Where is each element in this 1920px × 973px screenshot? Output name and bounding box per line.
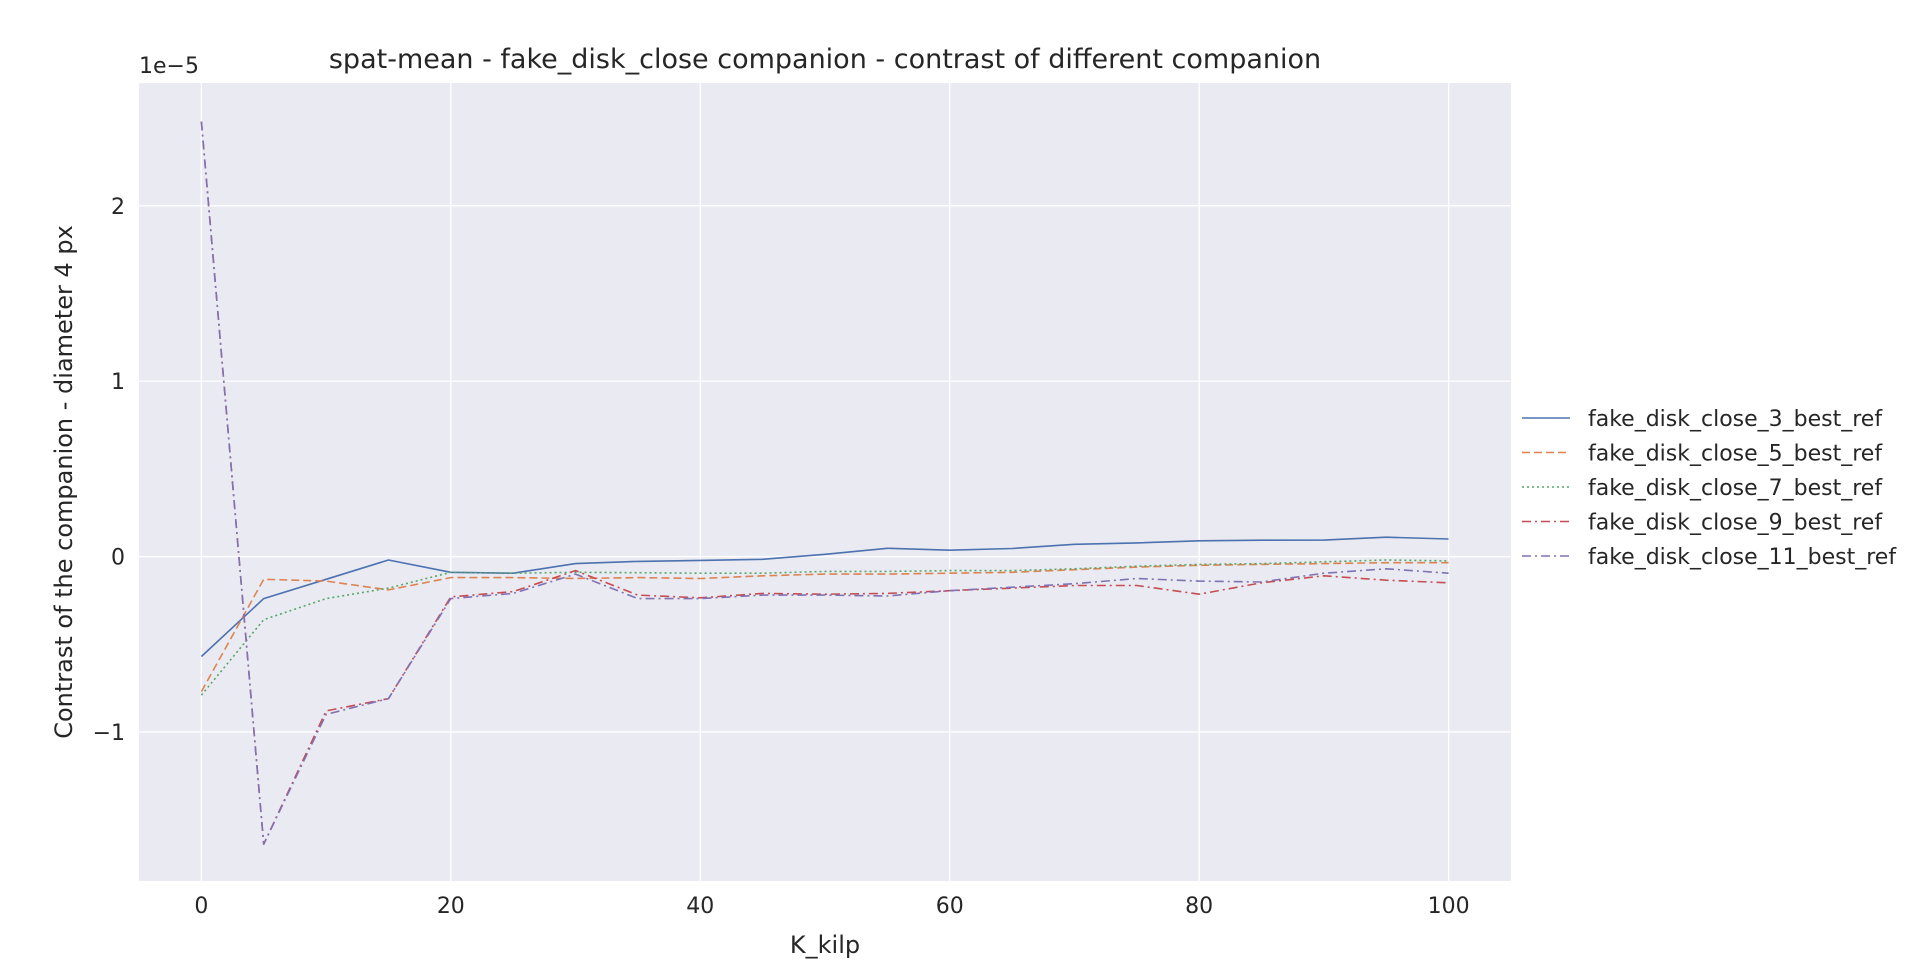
x-axis-ticks: 0 20 40 60 80 100 <box>194 894 1469 919</box>
y-axis-offset-label: 1e−5 <box>139 54 199 79</box>
series-line <box>200 536 1449 658</box>
gridlines <box>139 83 1511 881</box>
y-tick-label: −1 <box>93 721 125 746</box>
x-tick-label: 80 <box>1185 894 1213 919</box>
series-line <box>200 121 1449 846</box>
series-lines <box>200 121 1449 846</box>
series-line <box>200 559 1449 696</box>
legend-entry: fake_disk_close_9_best_ref <box>1588 511 1883 536</box>
legend-entry: fake_disk_close_3_best_ref <box>1588 407 1883 432</box>
y-axis-ticks: −1 0 1 2 <box>93 195 125 746</box>
plot-area <box>139 83 1511 881</box>
x-tick-label: 0 <box>194 894 208 919</box>
y-tick-label: 1 <box>111 370 125 395</box>
y-axis-label: Contrast of the companion - diameter 4 p… <box>50 225 78 739</box>
series-line <box>200 561 1449 692</box>
legend-entry: fake_disk_close_7_best_ref <box>1588 476 1883 501</box>
x-tick-label: 60 <box>936 894 964 919</box>
x-tick-label: 100 <box>1428 894 1470 919</box>
x-tick-label: 40 <box>686 894 714 919</box>
legend-entry: fake_disk_close_11_best_ref <box>1588 545 1897 570</box>
legend-entry: fake_disk_close_5_best_ref <box>1588 442 1883 467</box>
x-axis-label: K_kilp <box>790 931 860 959</box>
legend: fake_disk_close_3_best_ref fake_disk_clos… <box>1522 407 1897 570</box>
chart-title: spat-mean - fake_disk_close companion - … <box>329 44 1321 75</box>
x-tick-label: 20 <box>437 894 465 919</box>
y-tick-label: 0 <box>111 546 125 571</box>
y-tick-label: 2 <box>111 195 125 220</box>
